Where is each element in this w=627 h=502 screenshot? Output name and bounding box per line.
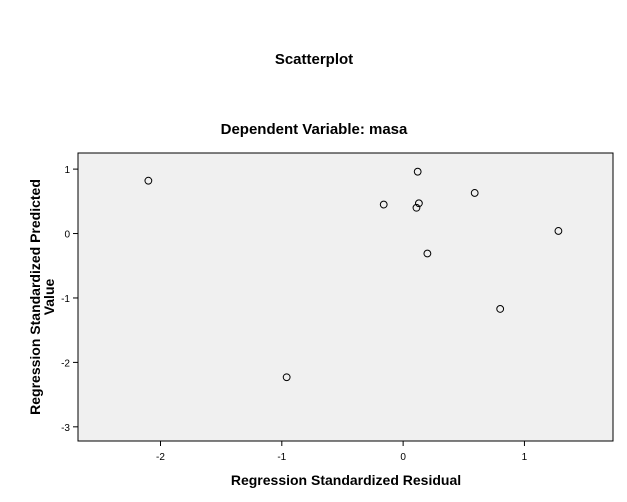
scatter-point [470,189,479,197]
scatter-point [496,305,505,313]
x-tick-label: 0 [400,452,406,463]
x-tick-label: -1 [277,452,286,463]
scatter-point [554,227,563,235]
chart-subtitle: Dependent Variable: masa [221,121,408,138]
scatter-point [144,176,153,185]
y-axis-ticks: 1 0 -1 -2 -3 [61,165,78,434]
y-tick-label: -2 [61,358,70,369]
chart-title: Scatterplot [275,51,353,68]
scatter-point [414,199,423,208]
y-tick-label: 0 [64,230,70,241]
y-tick-label: -1 [61,294,70,305]
x-tick-label: -2 [156,452,165,463]
y-axis-label-line1: Regression Standardized Predicted [27,179,43,415]
scatter-point [282,373,291,382]
y-tick-label: 1 [64,165,70,176]
y-tick-label: -3 [61,423,70,434]
x-axis-label: Regression Standardized Residual [231,472,461,488]
plot-area [77,152,614,442]
scatter-point [379,200,388,209]
y-axis-label-line2: Value [41,279,57,316]
scatter-point [413,167,422,176]
x-tick-label: 1 [522,452,528,463]
scatter-point [423,249,432,258]
x-axis-ticks: -2 -1 0 1 [156,441,528,463]
data-points [144,167,563,382]
scatter-point [412,203,421,212]
